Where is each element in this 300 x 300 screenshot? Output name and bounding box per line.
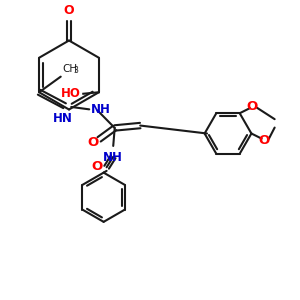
Text: O: O — [88, 136, 99, 149]
Text: HO: HO — [61, 87, 81, 100]
Text: HN: HN — [53, 112, 73, 125]
Text: NH: NH — [103, 152, 123, 164]
Text: CH: CH — [62, 64, 77, 74]
Text: O: O — [92, 160, 103, 173]
Text: O: O — [64, 4, 74, 17]
Text: 3: 3 — [73, 66, 78, 75]
Text: O: O — [258, 134, 270, 147]
Text: NH: NH — [90, 103, 110, 116]
Text: O: O — [247, 100, 258, 113]
